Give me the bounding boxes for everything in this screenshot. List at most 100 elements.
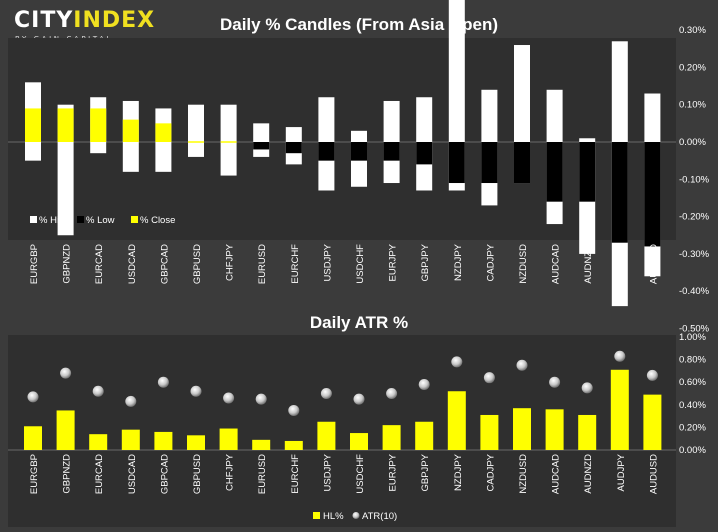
candles-legend-label: % Close — [140, 215, 175, 226]
candles-category-label: USDJPY — [322, 243, 333, 281]
candles-legend-label: % Low — [86, 215, 115, 226]
atr-hl-bar — [513, 408, 531, 450]
atr-category-label: EURCAD — [94, 454, 105, 494]
candles-ytick-label: -0.30% — [679, 249, 710, 260]
atr-hl-bar — [415, 421, 434, 450]
atr-category-label: CADJPY — [485, 453, 496, 491]
candle-range-bar — [220, 104, 237, 176]
candle-close-bar — [481, 142, 498, 184]
atr-marker — [223, 392, 235, 404]
atr-hl-bar — [284, 440, 303, 450]
candle-close-bar — [285, 142, 302, 154]
candles-category-label: GBPNZD — [62, 244, 73, 284]
atr-category-label: USDCHF — [355, 454, 366, 494]
candles-category-label: GBPUSD — [192, 244, 203, 284]
atr-hl-bar — [447, 391, 466, 450]
candle-close-bar — [546, 142, 563, 202]
atr-category-label: NZDJPY — [453, 453, 464, 491]
candles-category-label: GBPCAD — [159, 244, 170, 284]
candles-category-label: EURUSD — [257, 244, 268, 284]
atr-hl-bar — [350, 433, 368, 450]
atr-marker — [549, 376, 561, 388]
atr-chart: Daily ATR % 1.00% 0.80% 0.60% 0.40% 0.20% 0.00… — [8, 313, 706, 527]
candles-category-label: AUDNZD — [583, 244, 594, 284]
atr-hl-bar — [24, 426, 42, 450]
atr-category-label: CHFJPY — [225, 453, 236, 491]
atr-marker — [646, 369, 658, 381]
atr-marker — [614, 350, 626, 362]
atr-category-label: GBPNZD — [62, 454, 73, 494]
atr-marker — [418, 378, 430, 390]
candles-category-label: GBPJPY — [420, 243, 431, 281]
candles-category-label: EURGBP — [29, 244, 40, 284]
candle-close-bar — [122, 119, 139, 142]
candle-close-bar — [383, 142, 400, 161]
candles-category-label: USDCHF — [355, 244, 366, 284]
atr-hl-bar — [252, 439, 271, 450]
candles-ytick-label: 0.20% — [679, 62, 706, 73]
atr-marker — [92, 385, 104, 397]
atr-hl-bar — [643, 394, 662, 450]
atr-marker — [190, 385, 202, 397]
candle-close-bar — [25, 108, 41, 142]
candles-plot-area — [8, 38, 676, 240]
atr-category-label: GBPCAD — [159, 454, 170, 494]
atr-plot-area — [8, 335, 676, 527]
atr-category-label: EURUSD — [257, 454, 268, 494]
candles-category-label: CHFJPY — [225, 243, 236, 281]
atr-legend-label: ATR(10) — [362, 511, 397, 522]
candles-category-label: AUDCAD — [551, 244, 562, 284]
atr-category-label: EURJPY — [388, 453, 399, 491]
atr-ytick-label: 0.60% — [679, 377, 706, 388]
atr-category-label: GBPJPY — [420, 453, 431, 491]
candles-category-label: AUDUSD — [648, 244, 659, 284]
atr-legend-label: HL% — [323, 511, 344, 522]
atr-hl-bar — [89, 434, 108, 450]
atr-category-label: AUDNZD — [583, 454, 594, 494]
atr-hl-bar — [317, 421, 336, 450]
candles-ytick-label: -0.20% — [679, 212, 710, 223]
logo-brand: CITYINDEX — [14, 8, 156, 33]
atr-category-label: GBPUSD — [192, 454, 203, 494]
atr-marker — [125, 395, 137, 407]
candles-category-label: CADJPY — [485, 243, 496, 281]
atr-category-label: AUDCAD — [551, 454, 562, 494]
atr-category-label: EURGBP — [29, 454, 40, 494]
candle-close-bar — [579, 142, 596, 202]
atr-marker — [157, 376, 169, 388]
atr-hl-bar — [121, 429, 140, 450]
candles-ytick-label: 0.30% — [679, 25, 706, 36]
candles-ytick-label: -0.10% — [679, 174, 710, 185]
atr-category-label: USDCAD — [127, 454, 138, 494]
atr-ytick-label: 0.20% — [679, 422, 706, 433]
atr-marker — [320, 388, 332, 399]
atr-hl-bar — [219, 428, 238, 450]
atr-legend-swatch — [313, 512, 320, 519]
atr-marker — [255, 393, 267, 405]
candles-category-label: NZDUSD — [518, 244, 529, 284]
candle-close-bar — [644, 142, 661, 247]
candle-close-bar — [253, 142, 270, 150]
candles-category-label: EURCHF — [290, 244, 301, 284]
atr-marker — [483, 372, 495, 384]
candle-close-bar — [318, 142, 335, 161]
atr-ytick-label: 0.40% — [679, 400, 706, 411]
candles-legend-swatch — [77, 216, 84, 223]
candles-chart-title: Daily % Candles (From Asia Open) — [220, 15, 498, 34]
candle-close-bar — [448, 142, 465, 184]
atr-hl-bar — [610, 369, 629, 450]
atr-marker — [353, 393, 365, 405]
atr-category-label: EURCHF — [290, 454, 301, 494]
atr-hl-bar — [154, 431, 173, 450]
candles-chart: Daily % Candles (From Asia Open)0.50%0.4… — [8, 0, 710, 335]
candle-range-bar — [253, 123, 270, 157]
candle-close-bar — [351, 142, 367, 161]
atr-marker — [27, 391, 39, 403]
atr-category-label: AUDJPY — [616, 453, 627, 491]
atr-ytick-label: 0.80% — [679, 355, 706, 366]
candles-category-label: EURJPY — [388, 243, 399, 281]
candles-category-label: USDCAD — [127, 244, 138, 284]
atr-marker — [516, 359, 528, 371]
atr-hl-bar — [56, 410, 75, 450]
